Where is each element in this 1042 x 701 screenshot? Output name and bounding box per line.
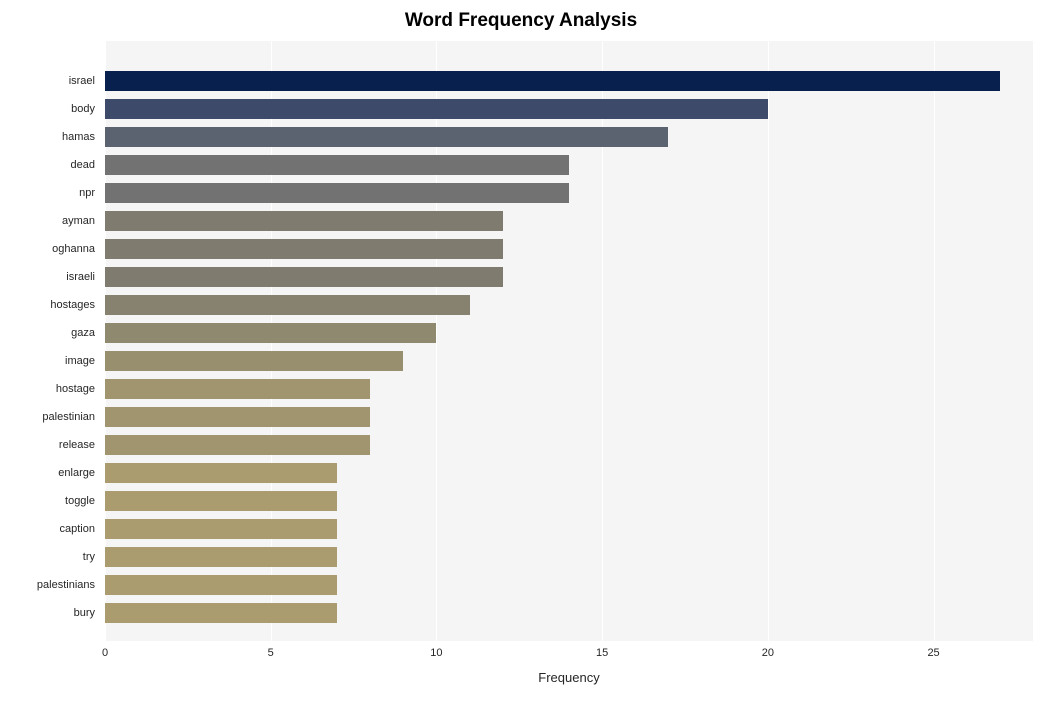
bar — [105, 127, 668, 147]
x-tick-label: 25 — [927, 647, 939, 659]
bar — [105, 211, 503, 231]
bar — [105, 351, 403, 371]
gridline — [934, 41, 935, 641]
bar — [105, 547, 337, 567]
x-tick-label: 10 — [430, 647, 442, 659]
bar — [105, 603, 337, 623]
y-tick-label: israel — [0, 71, 95, 91]
bar — [105, 519, 337, 539]
y-tick-label: try — [0, 547, 95, 567]
x-tick-label: 5 — [268, 647, 274, 659]
y-tick-label: oghanna — [0, 239, 95, 259]
bar — [105, 435, 370, 455]
bar — [105, 267, 503, 287]
x-tick-label: 15 — [596, 647, 608, 659]
y-tick-label: enlarge — [0, 463, 95, 483]
y-tick-label: dead — [0, 155, 95, 175]
y-tick-label: hostage — [0, 379, 95, 399]
bar — [105, 295, 470, 315]
bar — [105, 463, 337, 483]
x-tick-label: 0 — [102, 647, 108, 659]
y-tick-label: body — [0, 99, 95, 119]
bar — [105, 575, 337, 595]
y-tick-label: hamas — [0, 127, 95, 147]
bar — [105, 155, 569, 175]
bar — [105, 239, 503, 259]
x-tick-label: 20 — [762, 647, 774, 659]
chart-title: Word Frequency Analysis — [0, 10, 1042, 32]
bar — [105, 183, 569, 203]
y-tick-label: image — [0, 351, 95, 371]
y-tick-label: ayman — [0, 211, 95, 231]
x-axis-label: Frequency — [105, 670, 1033, 685]
bar — [105, 407, 370, 427]
y-tick-label: toggle — [0, 491, 95, 511]
bar — [105, 71, 1000, 91]
word-frequency-chart: Word Frequency Analysis Frequency 0 5 10 15… — [0, 0, 1042, 701]
y-tick-label: npr — [0, 183, 95, 203]
y-tick-label: palestinians — [0, 575, 95, 595]
bar — [105, 379, 370, 399]
y-tick-label: caption — [0, 519, 95, 539]
gridline — [768, 41, 769, 641]
y-tick-label: release — [0, 435, 95, 455]
y-tick-label: israeli — [0, 267, 95, 287]
y-tick-label: palestinian — [0, 407, 95, 427]
y-tick-label: bury — [0, 603, 95, 623]
plot-area — [105, 41, 1033, 641]
bar — [105, 99, 768, 119]
bar — [105, 323, 436, 343]
y-tick-label: gaza — [0, 323, 95, 343]
y-tick-label: hostages — [0, 295, 95, 315]
bar — [105, 491, 337, 511]
